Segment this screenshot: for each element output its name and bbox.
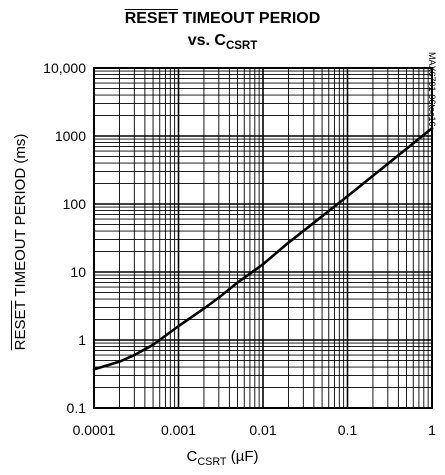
x-tick-label: 1 [428,422,436,438]
x-axis-label-unit: (µF) [226,448,259,465]
tick-labels: 0.0001 0.001 0.01 0.1 1 0.1 1 10 100 1000 10,000 [43,60,436,438]
y-tick-label: 10,000 [43,60,86,76]
plot-frame [93,67,433,409]
y-axis-label-overline: RESET [12,300,29,351]
y-tick-label: 1 [78,332,86,348]
series-layer [92,126,434,371]
x-axis-label: CCSRT (µF) [0,448,445,468]
y-tick-label: 10 [70,264,86,280]
title-rest: TIMEOUT PERIOD [178,10,321,27]
title-line2-prefix: vs. C [187,32,226,49]
y-axis-label: RESET TIMEOUT PERIOD (ms) [12,72,29,412]
x-tick-label: 0.1 [338,422,358,438]
title-line2-sub: CSRT [225,40,258,53]
x-tick-label: 0.001 [161,422,196,438]
chart-title-line1: RESET TIMEOUT PERIOD [0,10,445,28]
x-axis-label-main: C [186,448,198,465]
chart-title-line2: vs. CCSRT [0,32,445,52]
series-line [92,126,434,371]
x-tick-label: 0.01 [249,422,276,438]
grid-lines [93,68,432,409]
y-tick-label: 100 [63,196,87,212]
title-reset-overline: RESET [124,10,179,27]
y-tick-label: 0.1 [67,400,87,416]
y-tick-label: 1000 [55,128,86,144]
y-axis-label-rest: TIMEOUT PERIOD (ms) [12,133,29,301]
x-tick-label: 0.0001 [73,422,116,438]
x-axis-label-sub: CSRT [197,455,227,468]
side-reference-label: MAX6791-96toc16 [427,52,437,127]
